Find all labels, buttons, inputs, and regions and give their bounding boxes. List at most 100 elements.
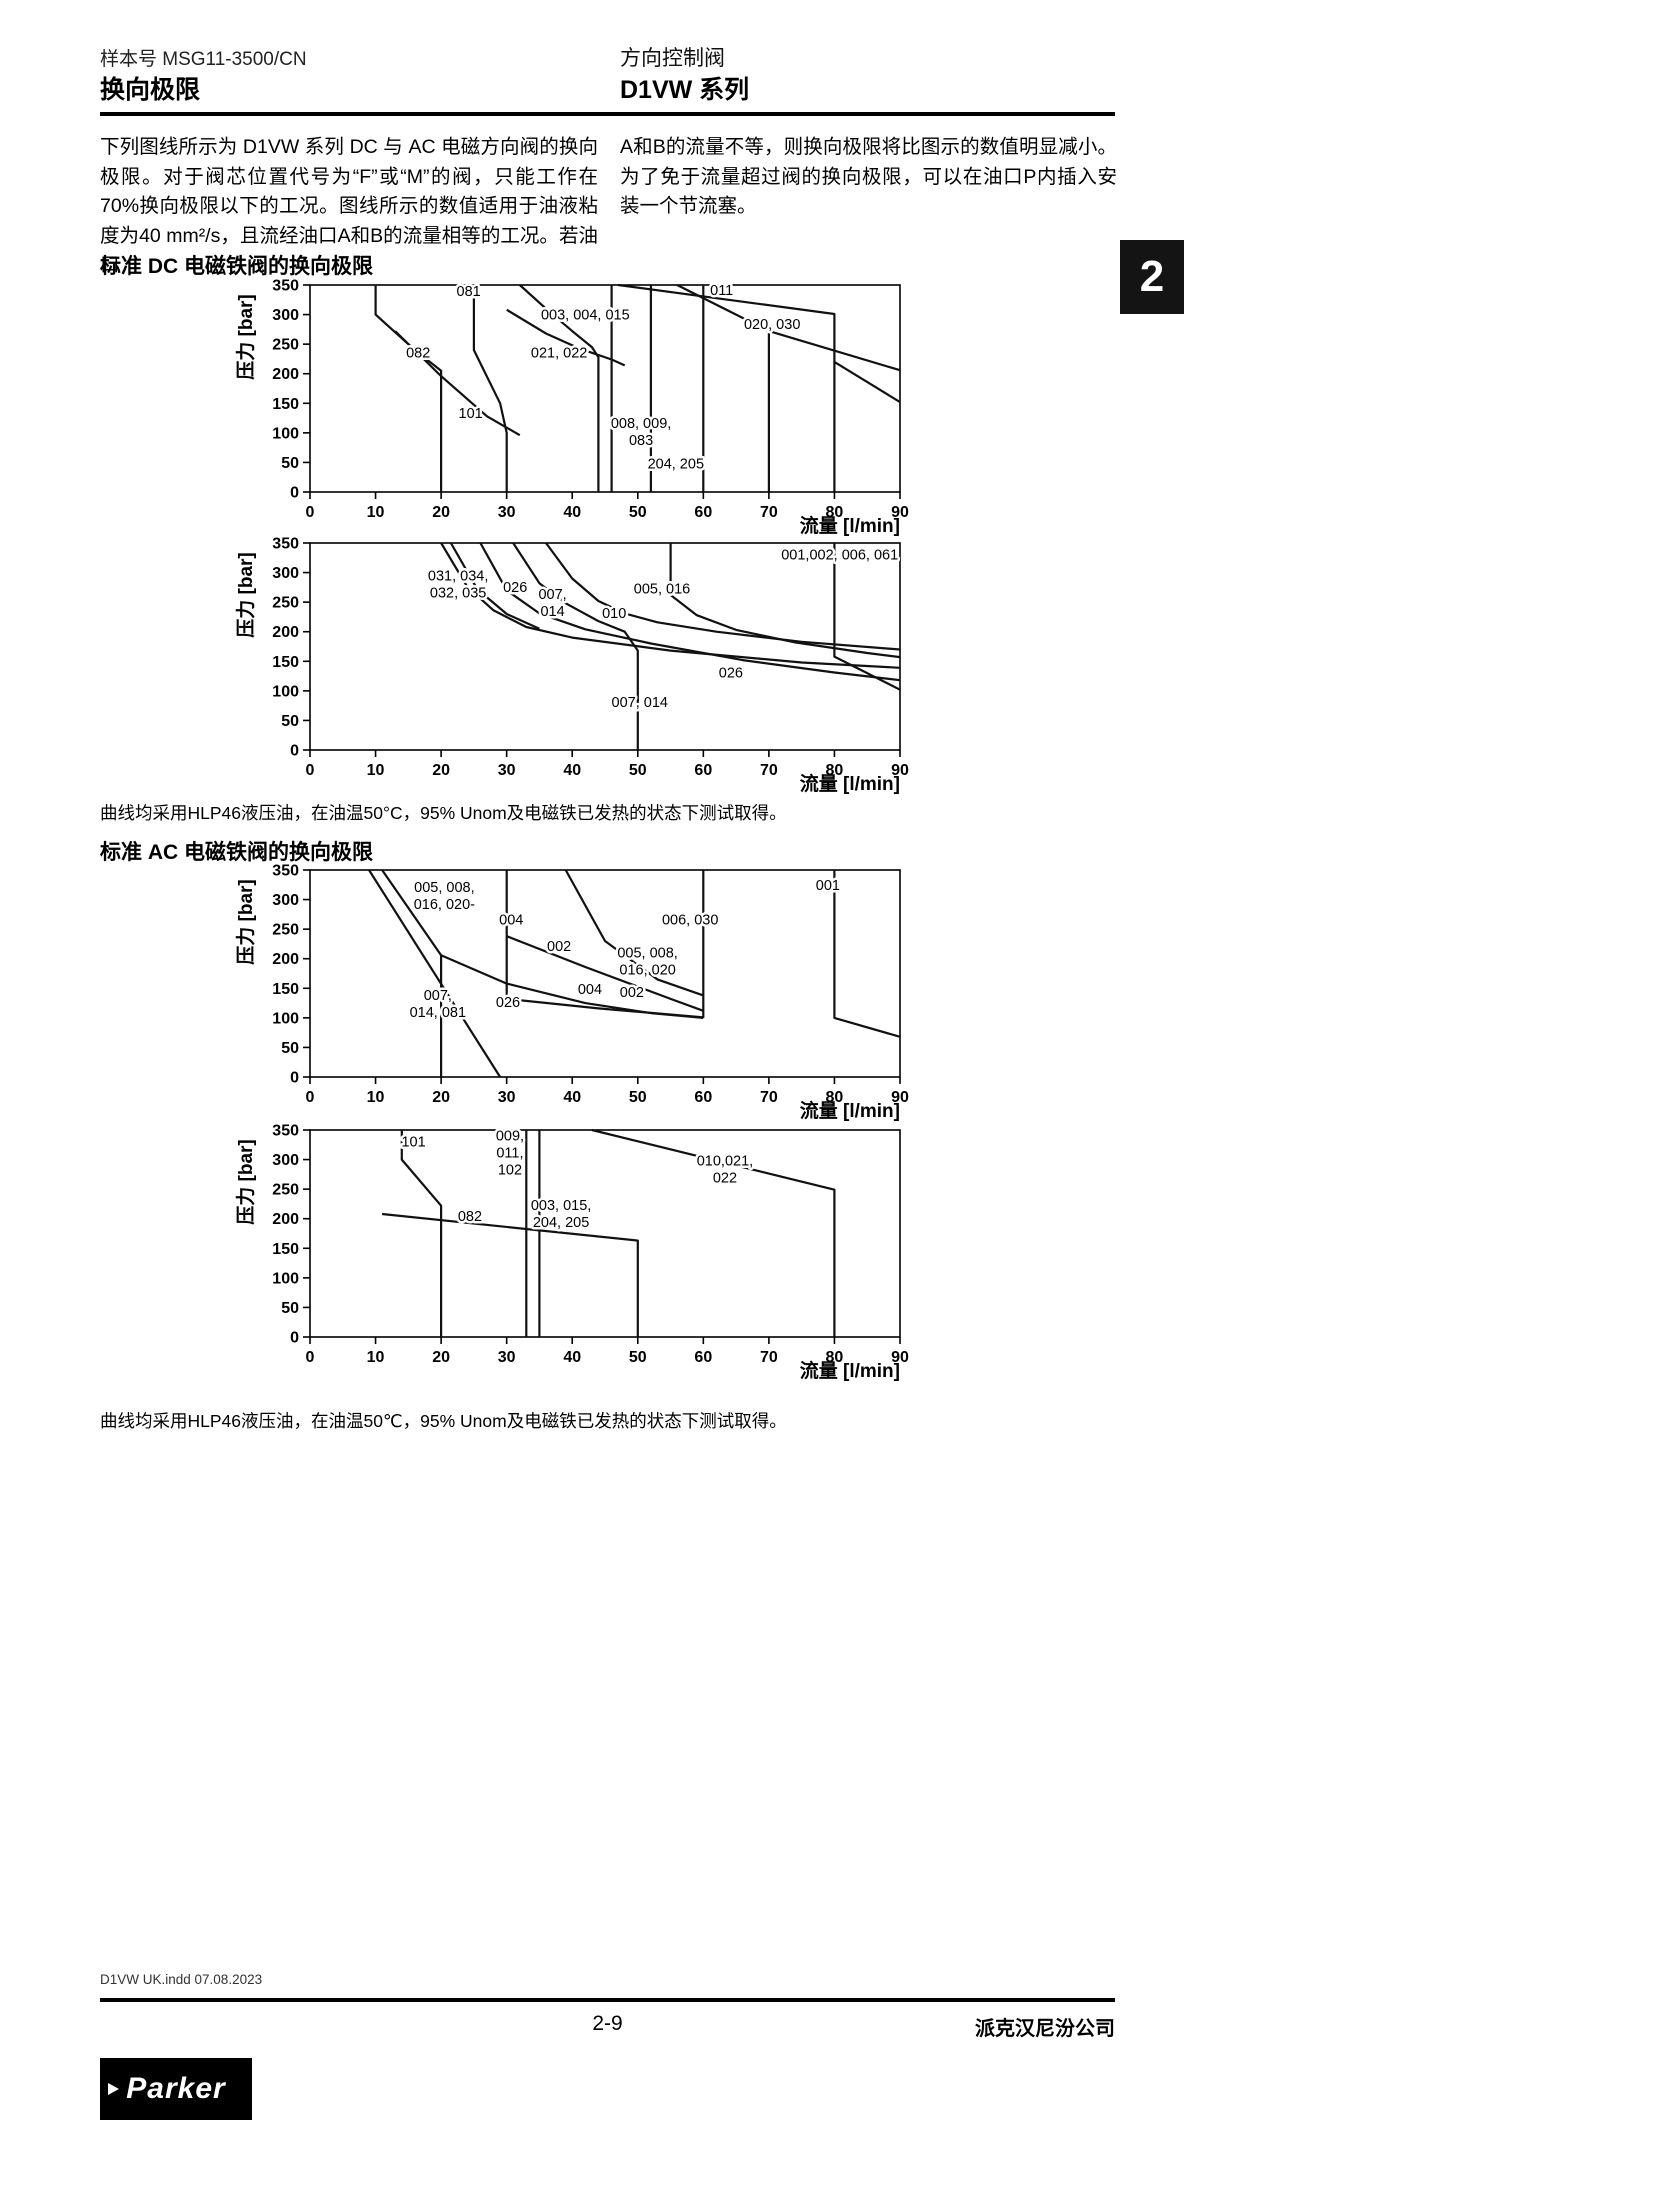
y-tick-label: 50 xyxy=(281,1040,299,1057)
curve-004 xyxy=(505,870,704,1019)
x-tick-label: 50 xyxy=(629,1349,647,1366)
y-tick-label: 300 xyxy=(272,307,299,324)
y-tick-label: 100 xyxy=(272,425,299,442)
x-axis: 0 10 20 30 40 50 60 70 80 90 xyxy=(306,492,909,521)
ac-chart-1-svg: 0 50 100 150 200 250 300 350 0 10 20 30 40 50 60 70 80 90… xyxy=(234,863,909,1123)
y-tick-label: 200 xyxy=(272,1211,299,1228)
page-number: 2-9 xyxy=(592,2012,623,2035)
curve-label: 081 xyxy=(457,284,481,300)
curve-label: 003, 004, 015 xyxy=(541,307,630,323)
curve-label: 007, 014, 081 xyxy=(410,988,466,1021)
curve-label: 004 xyxy=(578,982,602,998)
curve-label: 021, 022 xyxy=(531,346,587,362)
plot-frame xyxy=(309,869,901,1078)
y-tick-label: 150 xyxy=(272,654,299,671)
curve-label: 005, 008, 016, 020 xyxy=(617,946,677,979)
y-axis-title: 压力 [bar] xyxy=(234,1139,257,1225)
logo-arrow-icon xyxy=(108,2083,119,2095)
y-axis: 0 50 100 150 200 250 300 350 xyxy=(272,1123,310,1347)
x-tick-label: 50 xyxy=(629,504,647,521)
y-tick-label: 150 xyxy=(272,981,299,998)
curve-001-002-006-061 xyxy=(833,543,901,691)
curve-007-014-081 xyxy=(368,869,502,1078)
curve-label: 002 xyxy=(620,985,644,1001)
x-tick-label: 60 xyxy=(694,1349,712,1366)
curve-label: 101 xyxy=(459,406,483,422)
y-tick-label: 100 xyxy=(272,1010,299,1027)
x-tick-label: 10 xyxy=(367,504,385,521)
x-tick-label: 30 xyxy=(498,1349,516,1366)
x-tick-label: 20 xyxy=(432,762,450,779)
series xyxy=(374,283,901,492)
x-tick-label: 80 xyxy=(826,1349,844,1366)
plot-frame xyxy=(309,1129,901,1338)
y-tick-label: 350 xyxy=(272,1123,299,1140)
x-tick-label: 90 xyxy=(891,1349,909,1366)
logo-text: Parker xyxy=(126,2072,226,2105)
y-tick-label: 300 xyxy=(272,565,299,582)
x-tick-label: 0 xyxy=(306,504,315,521)
x-tick-label: 60 xyxy=(694,762,712,779)
curve-labels: 081 003, 004, 015 011 020, 030 082 021, 022 10… xyxy=(404,281,803,475)
y-axis-title: 压力 [bar] xyxy=(234,879,257,965)
x-tick-label: 40 xyxy=(563,1349,581,1366)
curve-label: 026 xyxy=(719,665,743,681)
curve-021-022 xyxy=(506,308,626,367)
curve-label: 082 xyxy=(458,1209,482,1225)
header-divider xyxy=(100,112,1115,116)
y-tick-label: 150 xyxy=(272,1241,299,1258)
y-tick-label: 100 xyxy=(272,1270,299,1287)
curve-082 xyxy=(381,1212,639,1337)
curve-labels: 001,002, 006, 061 031, 034, 032, 035 026 007… xyxy=(425,545,900,713)
curve-label: 005, 008, 016, 020- xyxy=(414,880,475,913)
parker-logo: Parker xyxy=(100,2058,252,2120)
curve-label: 031, 034, 032, 035 xyxy=(428,568,488,601)
x-tick-label: 0 xyxy=(306,1349,315,1366)
chapter-tab: 2 xyxy=(1120,240,1184,314)
test-conditions-note-ac: 曲线均采用HLP46液压油，在油温50℃，95% Unom及电磁铁已发热的状态下… xyxy=(100,1411,787,1431)
x-axis-title: 流量 [l/min] xyxy=(800,514,900,537)
x-tick-label: 0 xyxy=(306,762,315,779)
x-axis: 0 10 20 30 40 50 60 70 80 90 xyxy=(306,750,909,779)
curve-label: 009, 011, 102 xyxy=(496,1129,524,1179)
y-axis-title: 压力 [bar] xyxy=(234,294,257,380)
y-tick-label: 350 xyxy=(272,863,299,880)
curve-081 xyxy=(472,285,508,492)
x-tick-label: 70 xyxy=(760,1089,778,1106)
plot-frame xyxy=(309,284,901,493)
curve-label: 011 xyxy=(710,283,733,299)
y-tick-label: 300 xyxy=(272,892,299,909)
curve-label: 010 xyxy=(602,606,626,622)
y-tick-label: 50 xyxy=(281,1300,299,1317)
curve-label: 001,002, 006, 061 xyxy=(781,548,898,564)
ac-chart-1-container: 0 50 100 150 200 250 300 350 0 10 20 30 40 50 60 70 80 90… xyxy=(230,857,910,1123)
x-tick-label: 90 xyxy=(891,762,909,779)
curve-011 xyxy=(833,360,901,404)
x-tick-label: 80 xyxy=(826,1089,844,1106)
x-tick-label: 60 xyxy=(694,1089,712,1106)
curve-label: 007, 014 xyxy=(612,695,668,711)
curve-label: 002 xyxy=(547,939,571,955)
y-axis: 0 50 100 150 200 250 300 350 xyxy=(272,536,310,760)
y-tick-label: 250 xyxy=(272,1182,299,1199)
curve-007-014 xyxy=(512,542,639,750)
dc-chart-2-container: 0 50 100 150 200 250 300 350 0 10 20 30 40 50 60 70 80 90… xyxy=(230,530,910,796)
curve-label: 010,021, 022 xyxy=(697,1153,753,1186)
curve-label: 003, 015, 204, 205 xyxy=(531,1198,591,1231)
x-tick-label: 40 xyxy=(563,762,581,779)
y-tick-label: 250 xyxy=(272,337,299,354)
footer-divider xyxy=(100,1998,1115,2002)
x-tick-label: 0 xyxy=(306,1089,315,1106)
y-tick-label: 200 xyxy=(272,624,299,641)
curve-label: 006, 030 xyxy=(662,912,718,928)
x-tick-label: 70 xyxy=(760,762,778,779)
curve-026 xyxy=(440,954,704,1019)
x-tick-label: 10 xyxy=(367,1349,385,1366)
y-tick-label: 250 xyxy=(272,922,299,939)
y-tick-label: 200 xyxy=(272,951,299,968)
curve-010-021-022 xyxy=(591,1128,836,1337)
x-tick-label: 30 xyxy=(498,1089,516,1106)
